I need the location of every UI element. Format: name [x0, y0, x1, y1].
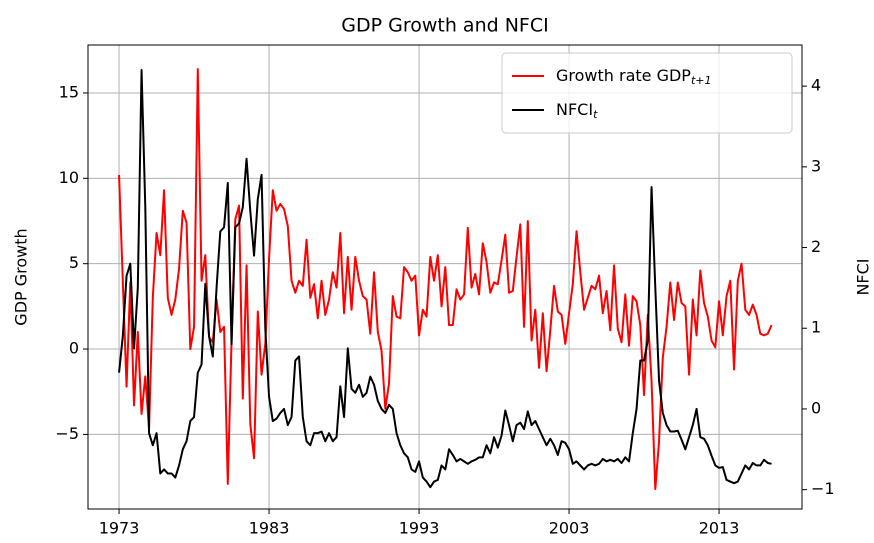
legend-label: NFCIt — [556, 100, 598, 122]
y2-axis-label: NFCI — [854, 258, 873, 295]
series-line — [118, 68, 773, 491]
legend-name: NFCI — [556, 100, 593, 119]
legend: Growth rate GDPt+1 NFCIt — [501, 52, 793, 134]
y-tick-label: 10 — [59, 168, 79, 187]
legend-box — [501, 52, 793, 134]
y2-tick-label: 2 — [811, 237, 821, 256]
series-line — [118, 69, 772, 489]
y2-tick-label: 3 — [811, 156, 821, 175]
y-tick-label: 15 — [59, 82, 79, 101]
y-axis-label: GDP Growth — [12, 228, 31, 325]
x-tick-label: 2003 — [549, 519, 590, 538]
legend-subscript: t+1 — [691, 74, 712, 87]
x-tick-label: 1993 — [399, 519, 440, 538]
x-tick-label: 2013 — [699, 519, 740, 538]
x-tick-label: 1983 — [249, 519, 290, 538]
legend-label: Growth rate GDPt+1 — [556, 66, 711, 88]
legend-subscript: t — [593, 108, 598, 121]
y-tick-label: 5 — [69, 253, 79, 272]
y2-tick-label: 1 — [811, 318, 821, 337]
y-tick-label: −5 — [55, 424, 79, 443]
legend-name: Growth rate GDP — [556, 66, 691, 85]
y2-tick-label: 0 — [811, 398, 821, 417]
plot-frame — [87, 44, 803, 510]
y2-tick-label: 4 — [811, 76, 821, 95]
chart-title: GDP Growth and NFCI — [341, 15, 548, 37]
y-tick-label: 0 — [69, 339, 79, 358]
x-tick-label: 1973 — [99, 519, 140, 538]
y2-tick-label: −1 — [811, 479, 835, 498]
